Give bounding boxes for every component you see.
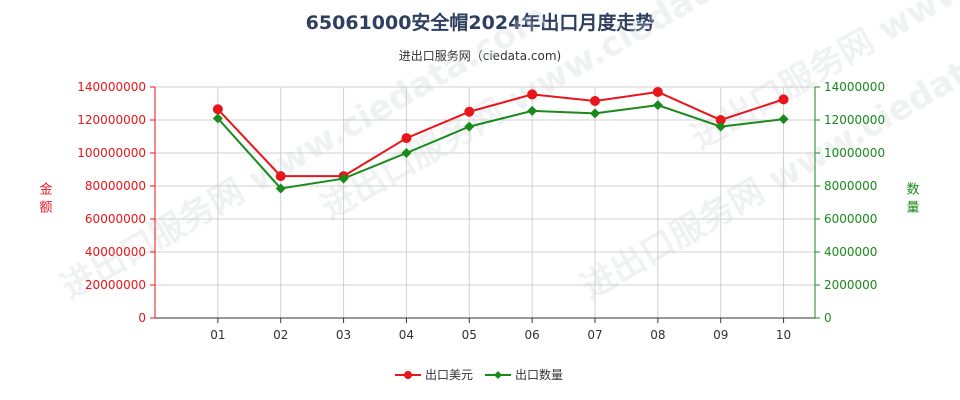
- left-y-tick-label: 100000000: [77, 146, 146, 160]
- data-point-circle: [590, 96, 600, 107]
- x-tick-label: 08: [650, 328, 665, 342]
- right-y-axis-title: 数量: [906, 183, 919, 216]
- data-point-diamond: [778, 114, 789, 125]
- right-y-tick-label: 6000000: [824, 212, 877, 226]
- data-point-circle: [212, 104, 223, 115]
- data-point-diamond: [527, 105, 538, 116]
- left-y-tick-label: 20000000: [85, 278, 146, 292]
- chart-subtitle: 进出口服务网（ciedata.com): [398, 49, 562, 63]
- legend-label: 出口数量: [515, 367, 563, 382]
- data-point-circle: [715, 115, 726, 125]
- right-y-tick-label: 4000000: [824, 245, 877, 259]
- legend-marker: [494, 371, 502, 379]
- left-y-tick-label: 40000000: [85, 245, 146, 259]
- right-y-tick-label: 8000000: [824, 179, 877, 193]
- left-y-tick-label: 120000000: [77, 113, 146, 127]
- x-tick-label: 05: [462, 328, 477, 342]
- x-tick-label: 06: [525, 328, 540, 342]
- legend-label: 出口美元: [425, 368, 473, 382]
- legend-marker: [404, 371, 412, 379]
- data-point-circle: [527, 89, 538, 100]
- series-line: [217, 90, 784, 178]
- left-y-tick-label: 0: [138, 311, 146, 325]
- right-y-tick-label: 10000000: [824, 146, 885, 160]
- x-tick-label: 01: [210, 328, 225, 342]
- series-line: [217, 104, 784, 190]
- data-point-diamond: [338, 173, 349, 184]
- x-tick-label: 07: [587, 328, 602, 342]
- data-point-diamond: [590, 108, 600, 119]
- x-tick-label: 10: [776, 328, 791, 342]
- right-y-tick-label: 0: [824, 311, 832, 325]
- data-point-circle: [652, 86, 663, 97]
- x-tick-label: 03: [336, 328, 351, 342]
- data-point-diamond: [212, 113, 223, 124]
- right-y-tick-label: 2000000: [824, 278, 877, 292]
- x-tick-label: 04: [399, 328, 414, 342]
- data-point-circle: [778, 94, 789, 105]
- data-point-circle: [401, 133, 412, 144]
- x-tick-label: 02: [273, 328, 288, 342]
- x-tick-label: 09: [713, 328, 728, 342]
- data-point-diamond: [464, 121, 475, 132]
- data-point-circle: [275, 171, 286, 182]
- left-y-tick-label: 140000000: [77, 80, 146, 94]
- right-y-tick-label: 12000000: [824, 113, 885, 127]
- left-y-axis-title: 金额: [39, 182, 52, 216]
- data-point-diamond: [652, 100, 663, 111]
- left-y-tick-label: 60000000: [85, 212, 146, 226]
- left-y-tick-label: 80000000: [85, 179, 146, 193]
- data-point-diamond: [401, 148, 412, 158]
- right-y-tick-label: 14000000: [824, 80, 885, 94]
- chart-title: 65061000安全帽2024年出口月度走势: [305, 12, 655, 34]
- data-point-diamond: [275, 183, 286, 194]
- data-point-circle: [464, 106, 475, 117]
- data-point-diamond: [715, 121, 726, 132]
